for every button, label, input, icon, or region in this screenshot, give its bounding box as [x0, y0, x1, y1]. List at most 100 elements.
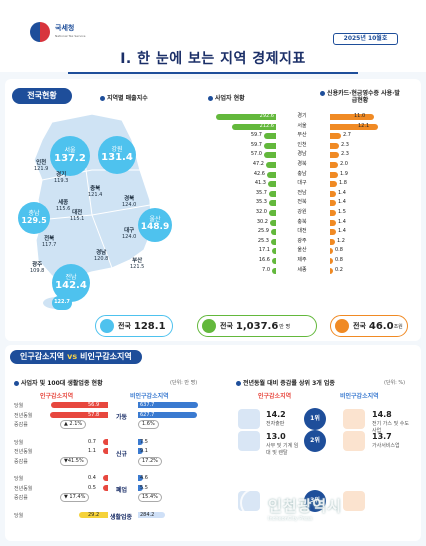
nondepop-bar — [138, 411, 197, 418]
nondepop-bar — [138, 438, 143, 445]
region-name: 충남 — [297, 170, 307, 177]
card-value: 11.0 — [354, 113, 366, 119]
card-value: 1.4 — [338, 218, 346, 225]
row-label: 증감률 — [14, 422, 28, 428]
business-person-icon — [202, 319, 216, 333]
business-value: 57.0 — [250, 151, 262, 158]
depop-bar — [103, 438, 108, 445]
region-name: 강원 — [297, 208, 307, 215]
change-rate-depop: ▼41.5% — [60, 456, 88, 466]
region-name: 부산 — [297, 132, 307, 139]
region-name: 경남 — [297, 151, 307, 158]
category-label: 생활업종 — [110, 513, 133, 521]
business-bar — [272, 248, 276, 255]
nts-logo: 국세청 National Tax Service — [30, 22, 85, 42]
card-value: 2.3 — [341, 151, 349, 158]
category-label: 폐업 — [116, 487, 128, 494]
business-bar — [269, 190, 276, 197]
business-bar — [272, 267, 276, 274]
nondepop-value: 5.5 — [140, 484, 148, 491]
card-value: 1.2 — [337, 237, 345, 244]
region-name: 전남 — [297, 189, 307, 196]
depop-value: 0.7 — [88, 438, 96, 445]
row-label: 당월 — [14, 476, 24, 482]
card-bar — [330, 200, 336, 207]
business-bar — [232, 123, 276, 130]
sales-dot-icon — [100, 319, 114, 333]
nondepop-value: 4.6 — [140, 475, 148, 481]
right-unit: (단위: %) — [384, 380, 406, 386]
business-value: 42.6 — [253, 170, 265, 177]
section2-title: 인구감소지역 vs 비인구감소지역 — [10, 350, 142, 364]
chart-row: 57.0 경남 2.3 — [195, 150, 408, 160]
header: 국세청 National Tax Service 2025년 10월호 I. 한 … — [0, 0, 426, 72]
business-bar — [266, 161, 276, 168]
industry-icon — [343, 409, 365, 429]
business-value: 30.2 — [256, 218, 268, 225]
depop-bar — [103, 475, 108, 481]
card-coin-icon — [335, 319, 349, 333]
business-bar — [267, 171, 276, 178]
left-unit: (단위: 만 명) — [170, 380, 198, 386]
card-value: 0.2 — [335, 266, 343, 273]
region-name: 울산 — [297, 247, 307, 254]
business-bar — [268, 181, 276, 188]
card-bar — [330, 152, 339, 159]
rank-col-nondepop: 비인구감소지역 — [340, 393, 379, 400]
region-name: 서울 — [297, 122, 307, 129]
watermark-logo-icon — [240, 488, 270, 518]
business-bar — [269, 200, 276, 207]
region-chungnam: 충남 129.5 — [18, 202, 50, 234]
industry-icon — [343, 431, 365, 451]
business-value: 17.1 — [258, 247, 270, 254]
region-gyeongnam: 경남 120.8 — [94, 250, 109, 262]
nts-emblem-icon — [30, 22, 50, 42]
left-table-heading: 사업자 및 100대 생활업종 현황 — [14, 378, 103, 387]
depop-value: 29.2 — [88, 511, 100, 518]
change-rate-nondepop: 17.2% — [138, 456, 162, 466]
change-rate-depop: ▲ 2.1% — [60, 420, 87, 429]
chart-row: 7.0 세종 0.2 — [195, 266, 408, 276]
row-label: 전년동월 — [14, 412, 33, 419]
depop-industry: 사무 및 기계 임대 및 렌탈 — [266, 443, 299, 456]
chart-row: 32.0 강원 1.5 — [195, 208, 408, 218]
region-jeju: 122.7 — [52, 296, 72, 310]
col-nondepop: 비인구감소지역 — [130, 393, 169, 400]
category-label: 가동 — [116, 414, 128, 421]
depop-bar — [51, 402, 108, 408]
change-rate-nondepop: 15.4% — [138, 493, 162, 502]
row-label: 전년동월 — [14, 485, 33, 492]
card-value: 1.4 — [338, 199, 346, 206]
card-value: 0.8 — [335, 247, 343, 254]
rank-badge: 1위 — [304, 408, 326, 430]
right-table-heading: 전년동월 대비 증감률 상위 3개 업종 — [236, 378, 335, 387]
business-bar — [216, 114, 276, 120]
nondepop-bar — [138, 484, 143, 491]
depop-rate: 14.2 — [266, 410, 286, 419]
card-value: 2.7 — [343, 132, 351, 139]
business-bar — [264, 133, 276, 140]
region-gyeongbuk: 경북 124.0 — [122, 196, 137, 208]
business-value: 59.7 — [250, 132, 262, 139]
chart-row: 16.6 제주 0.8 — [195, 256, 408, 266]
issue-date: 2025년 10월호 — [333, 33, 398, 45]
nondepop-value: 9.1 — [140, 448, 148, 454]
regional-chart: 292.6 경기 11.0 212.6 서울 12.1 59.7 부산 2.7 59.7 인천 2.3… — [195, 112, 408, 275]
chart-row: 292.6 경기 11.0 — [195, 112, 408, 122]
card-bar — [330, 123, 378, 130]
chart-row: 35.7 전남 1.4 — [195, 189, 408, 199]
row-label: 당월 — [14, 512, 24, 519]
card-bar — [330, 229, 336, 236]
card-bar — [330, 238, 335, 245]
card-bar — [330, 181, 337, 188]
nondepop-industry: 전기 가스 및 수도사업 — [372, 421, 409, 434]
region-name: 대구 — [297, 180, 307, 187]
nondepop-value: 637.7 — [140, 402, 155, 408]
nondepop-bar — [138, 475, 143, 481]
depop-value: 1.1 — [88, 448, 96, 454]
depop-bar — [103, 448, 108, 454]
region-incheon: 인천 121.9 — [34, 160, 49, 172]
card-value: 1.9 — [340, 170, 348, 177]
industry-icon — [343, 491, 365, 511]
